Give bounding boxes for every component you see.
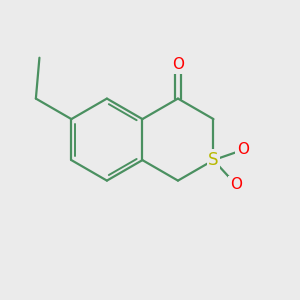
Text: O: O	[172, 57, 184, 72]
Text: O: O	[230, 177, 242, 192]
Text: O: O	[237, 142, 249, 158]
Text: S: S	[208, 151, 219, 169]
